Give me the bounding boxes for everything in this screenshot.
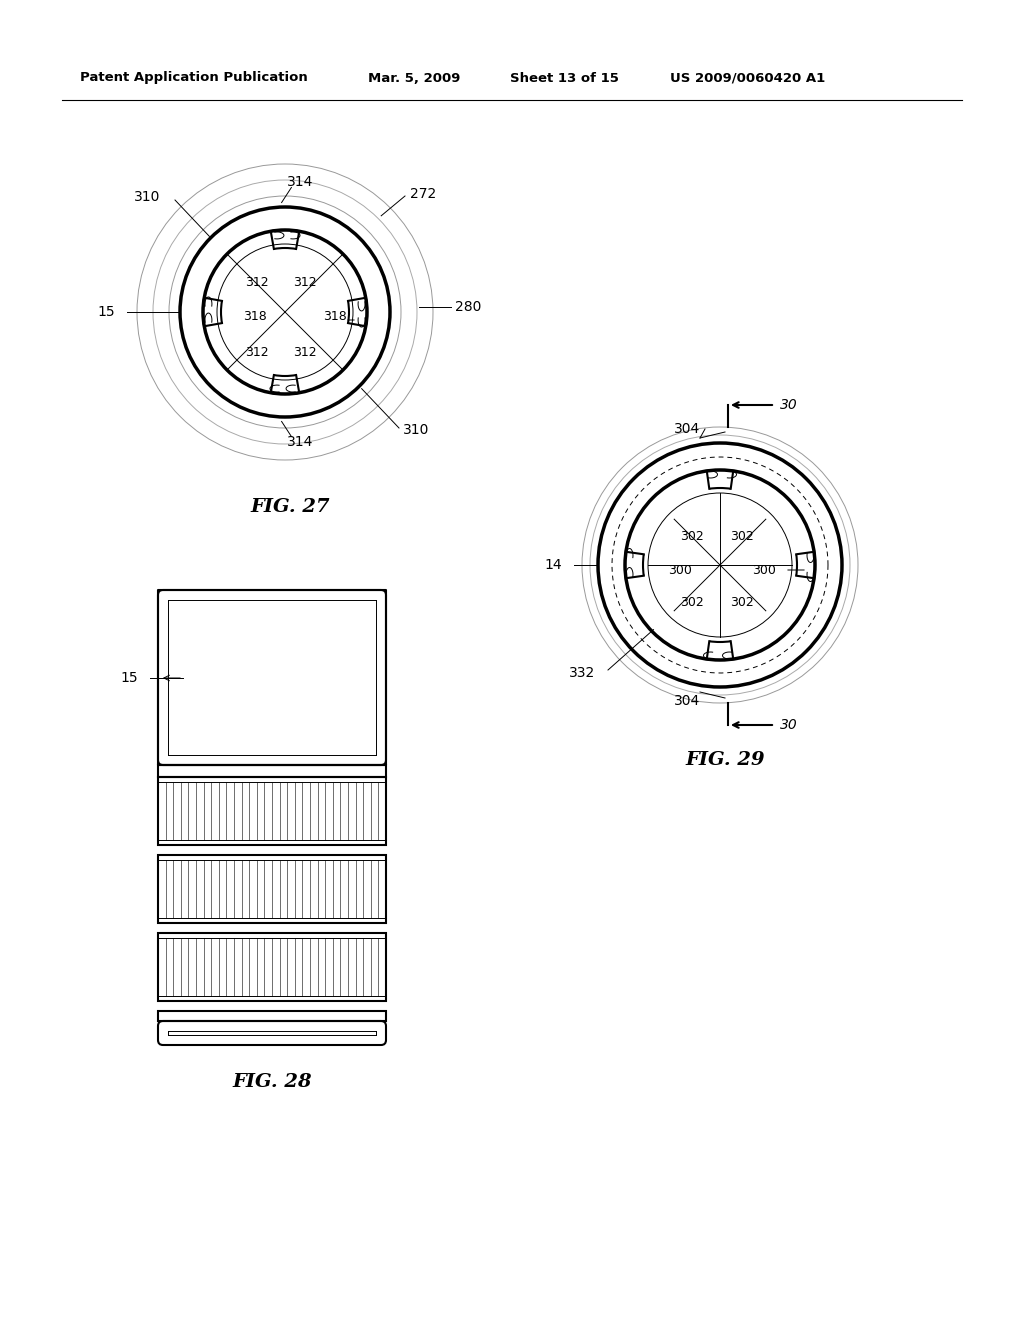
Text: 302: 302 [730, 597, 754, 610]
Text: 280: 280 [455, 300, 481, 314]
Bar [158, 933, 386, 1001]
Text: 15: 15 [97, 305, 115, 319]
Text: 300: 300 [752, 564, 776, 577]
Bar [158, 855, 386, 923]
Text: 30: 30 [780, 718, 798, 733]
Text: 15: 15 [121, 671, 138, 685]
Bar [158, 1011, 386, 1020]
Text: 302: 302 [680, 531, 703, 544]
Text: FIG. 28: FIG. 28 [232, 1073, 312, 1092]
Text: 312: 312 [245, 346, 269, 359]
Text: 312: 312 [293, 346, 316, 359]
Text: 310: 310 [133, 190, 160, 205]
Text: FIG. 27: FIG. 27 [250, 498, 330, 516]
Text: 312: 312 [245, 276, 269, 289]
Text: US 2009/0060420 A1: US 2009/0060420 A1 [670, 71, 825, 84]
Text: Sheet 13 of 15: Sheet 13 of 15 [510, 71, 618, 84]
Text: 318: 318 [323, 310, 347, 323]
Text: 272: 272 [410, 187, 436, 201]
Text: 332: 332 [568, 667, 595, 680]
Bar [158, 777, 386, 845]
Text: 304: 304 [674, 422, 700, 436]
Text: 300: 300 [668, 564, 692, 577]
Bar [158, 766, 386, 777]
Text: 304: 304 [674, 694, 700, 708]
Text: 314: 314 [287, 176, 313, 189]
Text: Patent Application Publication: Patent Application Publication [80, 71, 308, 84]
Text: 302: 302 [730, 531, 754, 544]
Text: FIG. 29: FIG. 29 [685, 751, 765, 770]
Text: 314: 314 [287, 436, 313, 449]
Text: 302: 302 [680, 597, 703, 610]
Text: 312: 312 [293, 276, 316, 289]
Text: Mar. 5, 2009: Mar. 5, 2009 [368, 71, 461, 84]
Text: 30: 30 [780, 399, 798, 412]
Text: 310: 310 [403, 422, 429, 437]
Text: 318: 318 [243, 310, 267, 323]
Text: 14: 14 [545, 558, 562, 572]
